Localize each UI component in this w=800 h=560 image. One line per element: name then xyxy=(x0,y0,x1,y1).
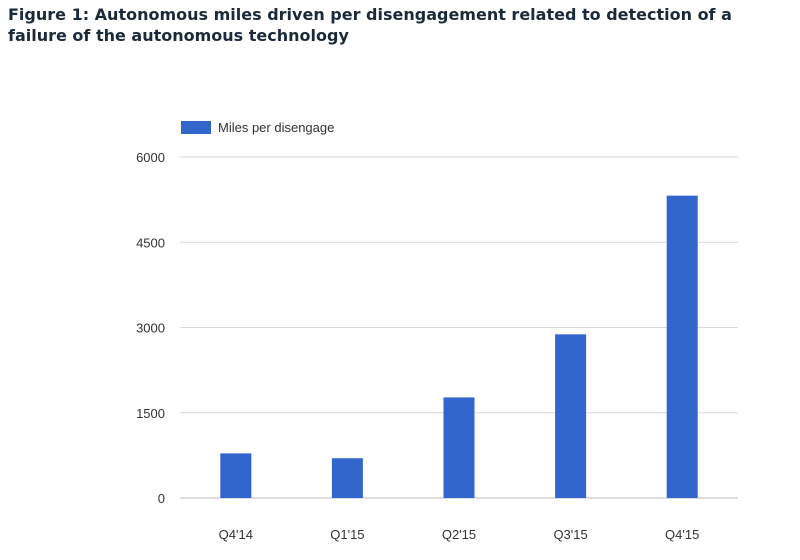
x-tick-label: Q2'15 xyxy=(442,527,476,542)
legend-label: Miles per disengage xyxy=(218,120,334,135)
y-axis-ticks: 0 1500 3000 4500 6000 xyxy=(136,150,165,506)
bars xyxy=(220,195,698,498)
x-axis-ticks: Q4'14 Q1'15 Q2'15 Q3'15 Q4'15 xyxy=(219,527,700,542)
y-tick-label: 3000 xyxy=(136,321,165,336)
y-tick-label: 6000 xyxy=(136,150,165,165)
legend: Miles per disengage xyxy=(181,120,334,135)
figure-title: Figure 1: Autonomous miles driven per di… xyxy=(8,5,732,45)
y-tick-label: 0 xyxy=(158,491,165,506)
bar xyxy=(220,453,252,498)
bar xyxy=(443,397,475,498)
y-tick-label: 1500 xyxy=(136,406,165,421)
bar xyxy=(666,195,698,498)
x-tick-label: Q4'14 xyxy=(219,527,253,542)
x-tick-label: Q4'15 xyxy=(665,527,699,542)
x-tick-label: Q1'15 xyxy=(330,527,364,542)
legend-swatch xyxy=(181,121,211,134)
bar xyxy=(555,334,587,498)
x-tick-label: Q3'15 xyxy=(553,527,587,542)
y-tick-label: 4500 xyxy=(136,235,165,250)
bar xyxy=(331,458,363,498)
